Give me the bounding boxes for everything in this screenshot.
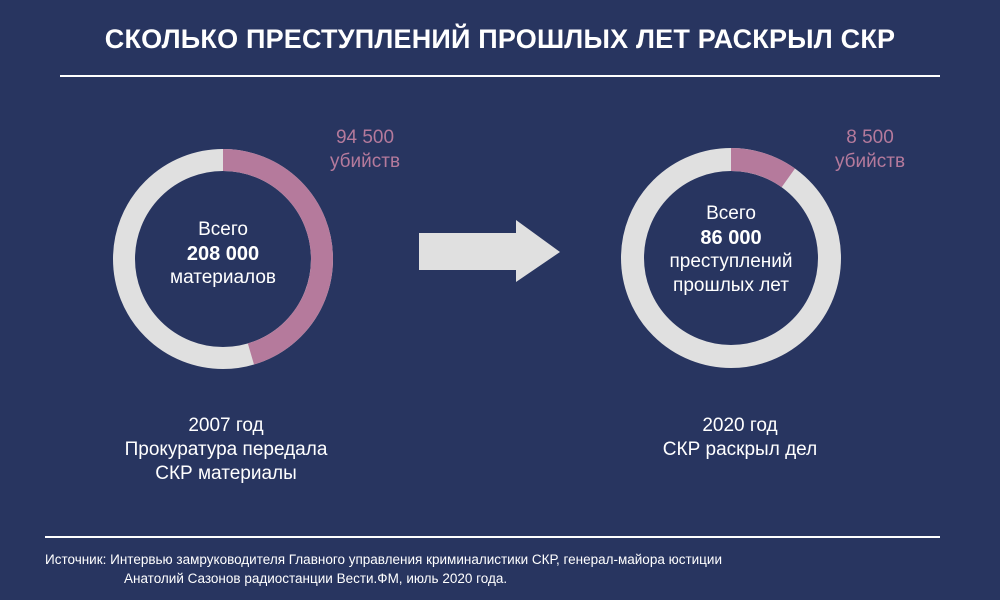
left-caption-line3: СКР материалы <box>155 463 297 484</box>
right-accent-value: 8 500 <box>846 127 894 148</box>
left-center-suffix: материалов <box>170 267 276 288</box>
donut-chart-2020 <box>621 148 841 368</box>
donut-chart-2007 <box>113 149 333 369</box>
top-divider <box>60 75 940 77</box>
left-caption: 2007 год Прокуратура передала СКР матери… <box>76 414 376 486</box>
right-accent-text: убийств <box>834 151 906 172</box>
right-accent-label: 8 500 убийств <box>805 126 935 174</box>
right-center-prefix: Всего <box>706 203 756 224</box>
left-accent-label: 94 500 убийств <box>300 126 430 174</box>
source-note: Источник: Интервью замруководителя Главн… <box>45 550 945 588</box>
left-accent-text: убийств <box>329 151 401 172</box>
arrow-right-icon <box>419 220 560 282</box>
source-line-2: Анатолий Сазонов радиостанции Вести.ФМ, … <box>124 571 508 586</box>
right-caption: 2020 год СКР раскрыл дел <box>590 414 890 462</box>
source-line-1: Источник: Интервью замруководителя Главн… <box>45 552 722 567</box>
right-center-suffix-2: прошлых лет <box>673 275 789 296</box>
donut-segment-murders <box>621 148 841 368</box>
left-accent-value: 94 500 <box>335 127 395 148</box>
left-center-prefix: Всего <box>198 219 248 240</box>
left-caption-year: 2007 год <box>188 415 264 436</box>
right-center-label: Всего 86 000 преступлений прошлых лет <box>641 202 821 298</box>
bottom-divider <box>45 536 940 538</box>
right-center-value: 86 000 <box>700 227 762 249</box>
left-center-value: 208 000 <box>186 243 260 265</box>
right-caption-year: 2020 год <box>702 415 778 436</box>
page-title: СКОЛЬКО ПРЕСТУПЛЕНИЙ ПРОШЛЫХ ЛЕТ РАСКРЫЛ… <box>104 24 896 54</box>
right-caption-line2: СКР раскрыл дел <box>662 439 818 460</box>
left-caption-line2: Прокуратура передала <box>124 439 328 460</box>
donut-segment-murders <box>113 149 333 369</box>
right-center-suffix-1: преступлений <box>669 251 793 272</box>
left-center-label: Всего 208 000 материалов <box>138 218 308 290</box>
